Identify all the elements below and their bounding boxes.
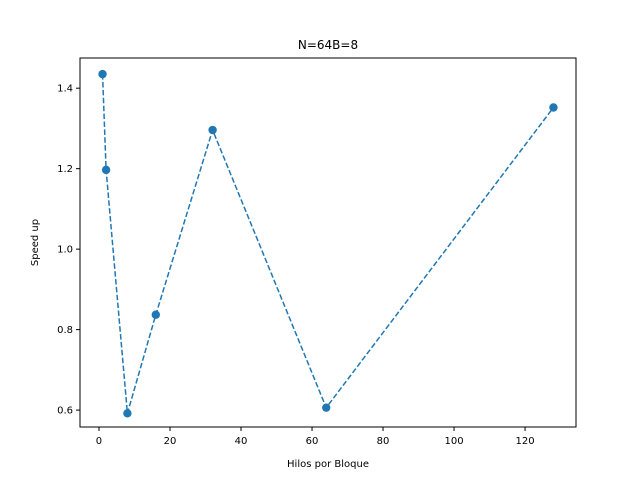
y-axis: 0.6 0.8 1.0 1.2 1.4 [57, 84, 80, 417]
data-point [101, 165, 111, 175]
axes-frame [79, 57, 577, 428]
x-axis: 0 20 40 60 80 100 120 [96, 427, 535, 447]
y-tick-label: 1.4 [57, 84, 73, 95]
data-point [123, 409, 132, 418]
data-point [151, 310, 161, 319]
x-tick-label: 0 [96, 436, 102, 447]
plot-area [98, 69, 558, 418]
data-point [208, 125, 217, 135]
y-tick-label: 0.6 [57, 406, 73, 417]
y-axis-label: Speed up [30, 219, 41, 266]
x-tick-label: 60 [306, 436, 319, 447]
data-point [322, 403, 331, 412]
x-tick-label: 40 [235, 436, 248, 447]
x-tick-label: 120 [516, 436, 535, 447]
data-point [98, 69, 107, 79]
x-axis-label: Hilos por Bloque [287, 459, 369, 470]
y-tick-label: 1.2 [57, 164, 73, 175]
y-tick-label: 1.0 [57, 245, 73, 256]
data-point [549, 103, 558, 112]
x-tick-label: 100 [444, 436, 463, 447]
chart-title: N=64B=8 [298, 38, 358, 52]
x-tick-label: 80 [377, 436, 390, 447]
y-tick-label: 0.8 [57, 325, 73, 336]
x-tick-label: 20 [164, 436, 177, 447]
